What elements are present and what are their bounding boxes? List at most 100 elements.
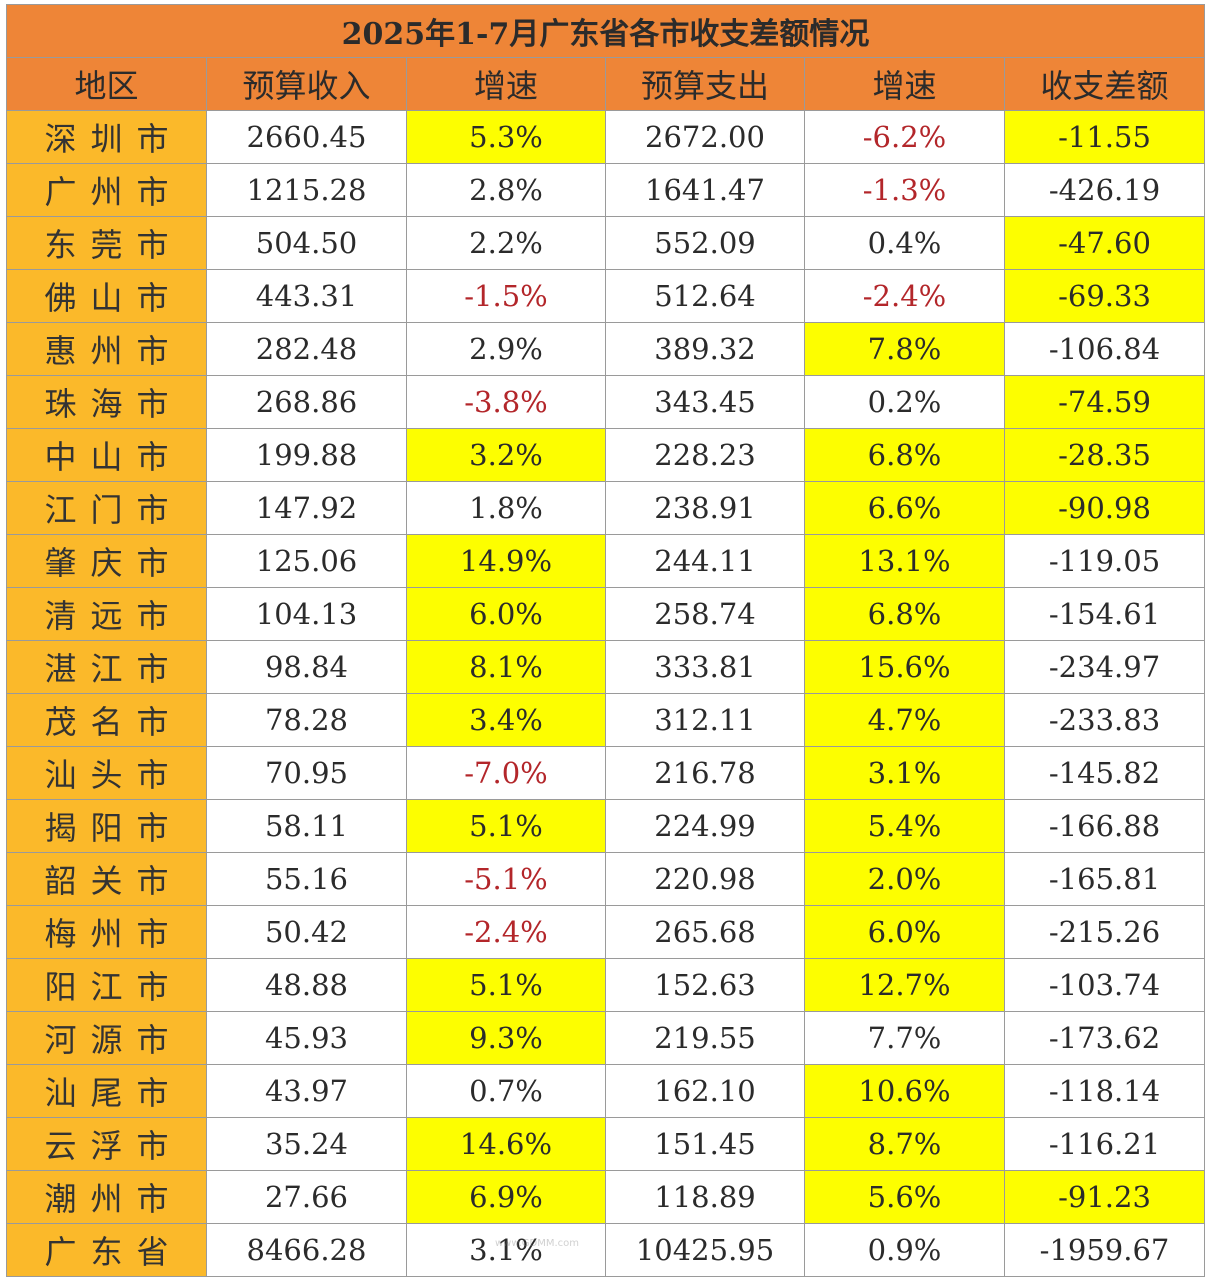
income-cell: 78.28 — [206, 693, 407, 747]
region-cell: 珠海市 — [6, 375, 207, 429]
income-cell: 147.92 — [206, 481, 407, 535]
expense-cell: 151.45 — [605, 1117, 805, 1171]
expense-cell: 228.23 — [605, 428, 805, 482]
table-row: 中山市 199.88 3.2% 228.23 6.8% -28.35 — [6, 428, 1206, 482]
region-cell: 云浮市 — [6, 1117, 207, 1171]
income-growth-cell: 6.9% — [406, 1170, 606, 1224]
expense-growth-cell: 5.4% — [804, 799, 1005, 853]
difference-cell: -47.60 — [1003, 216, 1206, 270]
expense-cell: 118.89 — [605, 1170, 805, 1224]
income-cell: 45.93 — [206, 1011, 407, 1065]
expense-growth-cell: 3.1% — [804, 746, 1005, 800]
region-cell: 茂名市 — [6, 693, 207, 747]
income-cell: 98.84 — [206, 640, 407, 694]
difference-cell: -118.14 — [1003, 1064, 1206, 1118]
expense-growth-cell: 5.6% — [804, 1170, 1005, 1224]
income-growth-cell: -7.0% — [406, 746, 606, 800]
expense-growth-cell: -6.2% — [804, 110, 1005, 164]
expense-growth-cell: -1.3% — [804, 163, 1005, 217]
table-row: 阳江市 48.88 5.1% 152.63 12.7% -103.74 — [6, 958, 1206, 1012]
expense-growth-cell: 0.9% — [804, 1223, 1005, 1277]
income-cell: 1215.28 — [206, 163, 407, 217]
income-cell: 58.11 — [206, 799, 407, 853]
region-cell: 佛山市 — [6, 269, 207, 323]
income-growth-cell: -2.4% — [406, 905, 606, 959]
difference-cell: -166.88 — [1003, 799, 1206, 853]
difference-cell: -119.05 — [1003, 534, 1206, 588]
table-row: 梅州市 50.42 -2.4% 265.68 6.0% -215.26 — [6, 905, 1206, 959]
income-cell: 125.06 — [206, 534, 407, 588]
budget-table: 2025年1-7月广东省各市收支差额情况 地区 预算收入 增速 预算支出 增速 … — [5, 4, 1206, 1277]
income-growth-cell: 5.1% — [406, 958, 606, 1012]
table-row: 茂名市 78.28 3.4% 312.11 4.7% -233.83 — [6, 693, 1206, 747]
income-growth-cell: 2.2% — [406, 216, 606, 270]
expense-growth-cell: 13.1% — [804, 534, 1005, 588]
expense-cell: 512.64 — [605, 269, 805, 323]
table-row: 河源市 45.93 9.3% 219.55 7.7% -173.62 — [6, 1011, 1206, 1065]
income-growth-cell: 14.6% — [406, 1117, 606, 1171]
income-growth-cell: 2.9% — [406, 322, 606, 376]
expense-growth-cell: 6.8% — [804, 587, 1005, 641]
region-cell: 江门市 — [6, 481, 207, 535]
region-cell: 中山市 — [6, 428, 207, 482]
difference-cell: -28.35 — [1003, 428, 1206, 482]
income-growth-cell: 2.8% — [406, 163, 606, 217]
header-income-growth: 增速 — [406, 57, 606, 111]
expense-growth-cell: 0.2% — [804, 375, 1005, 429]
difference-cell: -69.33 — [1003, 269, 1206, 323]
income-growth-cell: 3.1% — [406, 1223, 606, 1277]
expense-growth-cell: 7.8% — [804, 322, 1005, 376]
expense-cell: 220.98 — [605, 852, 805, 906]
table-row: 汕尾市 43.97 0.7% 162.10 10.6% -118.14 — [6, 1064, 1206, 1118]
table-row: 佛山市 443.31 -1.5% 512.64 -2.4% -69.33 — [6, 269, 1206, 323]
table-row: 肇庆市 125.06 14.9% 244.11 13.1% -119.05 — [6, 534, 1206, 588]
region-cell: 韶关市 — [6, 852, 207, 906]
table-row: 汕头市 70.95 -7.0% 216.78 3.1% -145.82 — [6, 746, 1206, 800]
table-row: 韶关市 55.16 -5.1% 220.98 2.0% -165.81 — [6, 852, 1206, 906]
difference-cell: -426.19 — [1003, 163, 1206, 217]
income-cell: 199.88 — [206, 428, 407, 482]
difference-cell: -234.97 — [1003, 640, 1206, 694]
expense-cell: 216.78 — [605, 746, 805, 800]
region-cell: 河源市 — [6, 1011, 207, 1065]
difference-cell: -233.83 — [1003, 693, 1206, 747]
expense-cell: 1641.47 — [605, 163, 805, 217]
region-cell: 阳江市 — [6, 958, 207, 1012]
expense-growth-cell: 2.0% — [804, 852, 1005, 906]
income-cell: 104.13 — [206, 587, 407, 641]
table-row: 揭阳市 58.11 5.1% 224.99 5.4% -166.88 — [6, 799, 1206, 853]
header-difference: 收支差额 — [1003, 57, 1206, 111]
table-row: 清远市 104.13 6.0% 258.74 6.8% -154.61 — [6, 587, 1206, 641]
table-row: 湛江市 98.84 8.1% 333.81 15.6% -234.97 — [6, 640, 1206, 694]
expense-growth-cell: 10.6% — [804, 1064, 1005, 1118]
region-cell: 广州市 — [6, 163, 207, 217]
region-cell: 梅州市 — [6, 905, 207, 959]
difference-cell: -90.98 — [1003, 481, 1206, 535]
income-cell: 50.42 — [206, 905, 407, 959]
income-growth-cell: 3.4% — [406, 693, 606, 747]
table-row: 东莞市 504.50 2.2% 552.09 0.4% -47.60 — [6, 216, 1206, 270]
income-cell: 35.24 — [206, 1117, 407, 1171]
header-income: 预算收入 — [206, 57, 407, 111]
income-growth-cell: 8.1% — [406, 640, 606, 694]
expense-growth-cell: 8.7% — [804, 1117, 1005, 1171]
income-growth-cell: -3.8% — [406, 375, 606, 429]
expense-cell: 162.10 — [605, 1064, 805, 1118]
header-expense: 预算支出 — [605, 57, 805, 111]
income-growth-cell: 6.0% — [406, 587, 606, 641]
expense-cell: 224.99 — [605, 799, 805, 853]
expense-cell: 10425.95 — [605, 1223, 805, 1277]
income-cell: 27.66 — [206, 1170, 407, 1224]
expense-growth-cell: 0.4% — [804, 216, 1005, 270]
income-growth-cell: -5.1% — [406, 852, 606, 906]
income-cell: 8466.28 — [206, 1223, 407, 1277]
header-row: 地区 预算收入 增速 预算支出 增速 收支差额 — [6, 57, 1206, 111]
difference-cell: -154.61 — [1003, 587, 1206, 641]
expense-growth-cell: 7.7% — [804, 1011, 1005, 1065]
expense-growth-cell: -2.4% — [804, 269, 1005, 323]
header-expense-growth: 增速 — [804, 57, 1005, 111]
income-cell: 48.88 — [206, 958, 407, 1012]
difference-cell: -91.23 — [1003, 1170, 1206, 1224]
table-row: 云浮市 35.24 14.6% 151.45 8.7% -116.21 — [6, 1117, 1206, 1171]
expense-cell: 152.63 — [605, 958, 805, 1012]
